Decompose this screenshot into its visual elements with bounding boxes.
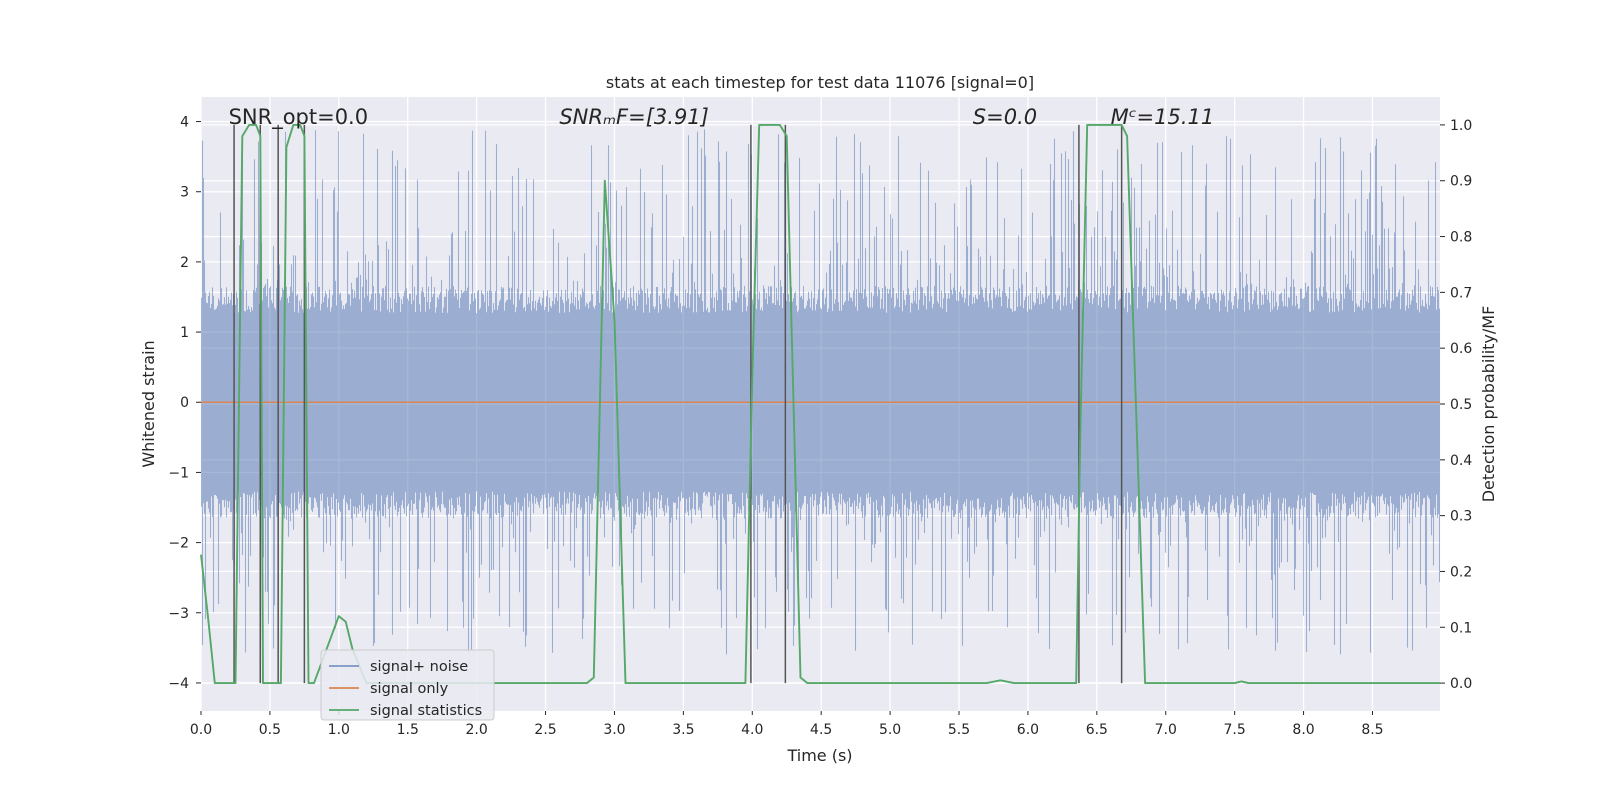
right-y-axis-label: Detection probability/MF: [1479, 306, 1498, 503]
left-y-tick-label: −3: [168, 606, 189, 622]
left-y-tick-label: 1: [180, 325, 189, 341]
x-tick-label: 7.0: [1155, 722, 1177, 738]
x-tick-label: 2.0: [466, 722, 488, 738]
right-y-tick-label: 0.8: [1450, 230, 1472, 246]
left-y-axis-label: Whitened strain: [139, 340, 158, 467]
right-y-tick-label: 0.2: [1450, 564, 1472, 580]
legend: signal+ noise signal only signal statistic…: [320, 649, 495, 721]
x-tick-label: 8.5: [1361, 722, 1383, 738]
right-y-tick-label: 0.7: [1450, 285, 1472, 301]
right-y-tick-label: 0.3: [1450, 509, 1472, 525]
annotation-text: Mᶜ=15.11: [1111, 105, 1215, 129]
x-tick-label: 3.5: [672, 722, 694, 738]
x-tick-label: 2.5: [534, 722, 556, 738]
right-y-axis-ticks: 1.0 0.9 0.8 0.7 0.6 0.5 0.4 0.3 0.2 0.1 0.0: [1440, 118, 1472, 692]
x-tick-label: 0.5: [259, 722, 281, 738]
x-tick-label: 6.5: [1086, 722, 1108, 738]
left-y-tick-label: −2: [168, 536, 189, 552]
legend-frame: [320, 649, 495, 721]
x-tick-label: 4.5: [810, 722, 832, 738]
right-y-tick-label: 0.0: [1450, 676, 1472, 692]
left-y-tick-label: −1: [168, 465, 189, 481]
x-axis-label: Time (s): [786, 746, 852, 765]
x-tick-label: 6.0: [1017, 722, 1039, 738]
x-tick-label: 8.0: [1292, 722, 1314, 738]
x-tick-label: 0.0: [190, 722, 212, 738]
left-y-tick-label: 2: [180, 255, 189, 271]
legend-label: signal statistics: [370, 703, 482, 719]
x-tick-label: 5.0: [879, 722, 901, 738]
x-tick-label: 3.0: [603, 722, 625, 738]
right-y-tick-label: 0.5: [1450, 397, 1472, 413]
annotation-text: SNRₘF=[3.91]: [559, 105, 709, 129]
right-y-tick-label: 0.4: [1450, 453, 1472, 469]
plot-area: [200, 97, 1441, 711]
x-tick-label: 5.5: [948, 722, 970, 738]
left-y-tick-label: 0: [180, 395, 189, 411]
legend-label: signal only: [370, 681, 449, 697]
left-y-tick-label: −4: [168, 676, 189, 692]
x-tick-label: 7.5: [1224, 722, 1246, 738]
x-tick-label: 4.0: [741, 722, 763, 738]
right-y-tick-label: 1.0: [1450, 118, 1472, 134]
right-y-tick-label: 0.6: [1450, 341, 1472, 357]
annotation-text: SNR_opt=0.0: [229, 105, 369, 130]
left-y-tick-label: 3: [180, 185, 189, 201]
x-tick-label: 1.0: [328, 722, 350, 738]
right-y-tick-label: 0.1: [1450, 620, 1472, 636]
left-y-tick-label: 4: [180, 115, 189, 131]
series-signal-statistics: [200, 123, 1440, 685]
annotation-text: S=0.0: [973, 105, 1037, 129]
chart-title: stats at each timestep for test data 110…: [606, 73, 1034, 92]
annotations: SNR_opt=0.0 SNRₘF=[3.91] S=0.0 Mᶜ=15.11: [229, 105, 1215, 130]
signal-statistics-line: [200, 123, 1440, 685]
x-tick-label: 1.5: [397, 722, 419, 738]
legend-label: signal+ noise: [370, 659, 468, 675]
x-axis-ticks: 0.0 0.5 1.0 1.5 2.0 2.5 3.0 3.5 4.0 4.5 5.0 5.5 6.0 6…: [190, 711, 1384, 738]
left-y-axis-ticks: 4 3 2 1 0 −1 −2 −3 −4: [168, 115, 201, 692]
right-y-tick-label: 0.9: [1450, 174, 1472, 190]
